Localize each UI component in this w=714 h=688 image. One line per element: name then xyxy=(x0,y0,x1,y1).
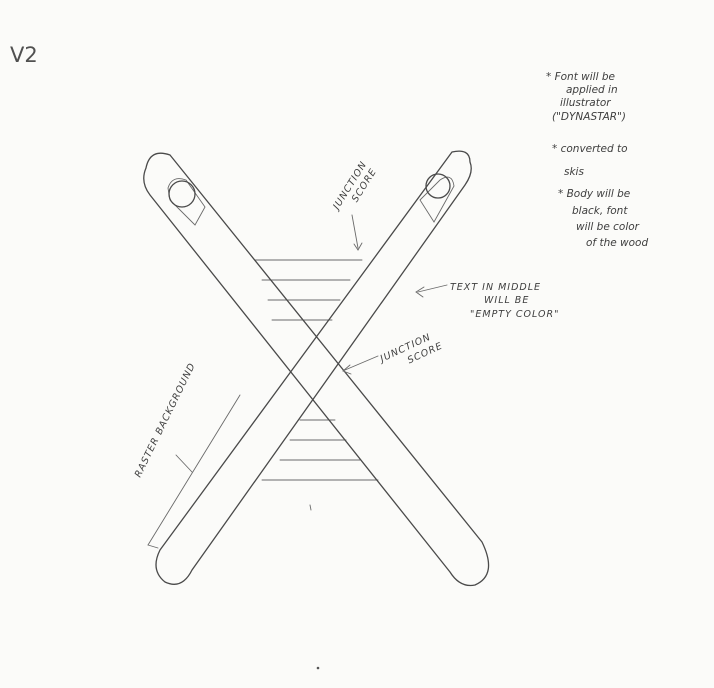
note-font: * Font will be applied in illustrator ("… xyxy=(546,71,626,123)
svg-text:* Body will be: * Body will be xyxy=(558,188,630,200)
ski-left xyxy=(143,152,490,587)
stray-marks xyxy=(309,504,320,670)
svg-text:* Font will be: * Font will be xyxy=(546,71,615,83)
svg-text:will be color: will be color xyxy=(576,221,640,233)
note-body: * Body will be black, font will be color… xyxy=(558,188,648,249)
svg-text:black, font: black, font xyxy=(572,205,628,217)
svg-text:* converted to: * converted to xyxy=(552,143,628,155)
raster-background-outline xyxy=(147,394,241,549)
svg-text:"EMPTY COLOR": "EMPTY COLOR" xyxy=(470,309,559,320)
svg-text:TEXT IN MIDDLE: TEXT IN MIDDLE xyxy=(450,282,541,293)
svg-text:WILL BE: WILL BE xyxy=(484,295,529,306)
notes: * Font will be applied in illustrator ("… xyxy=(546,71,648,249)
svg-text:skis: skis xyxy=(564,166,584,178)
arrows xyxy=(342,214,448,375)
ski-right xyxy=(155,150,472,585)
text-in-middle-label: TEXT IN MIDDLE WILL BE "EMPTY COLOR" xyxy=(450,282,559,320)
raster-background-label: RASTER BACKGROUND xyxy=(133,361,198,479)
svg-text:applied in: applied in xyxy=(566,84,618,96)
svg-text:RASTER BACKGROUND: RASTER BACKGROUND xyxy=(133,361,198,479)
svg-text:illustrator: illustrator xyxy=(560,97,611,109)
svg-text:("DYNASTAR"): ("DYNASTAR") xyxy=(552,111,626,123)
version-label: V2 xyxy=(10,43,38,67)
junction-score-mid-label: JUNCTION SCORE xyxy=(377,332,445,367)
junction-score-top-label: JUNCTION SCORE xyxy=(330,159,379,213)
upper-rungs xyxy=(254,259,363,321)
lower-rungs xyxy=(261,419,379,481)
note-converted: * converted to skis xyxy=(552,143,628,178)
svg-text:of the wood: of the wood xyxy=(586,237,648,249)
